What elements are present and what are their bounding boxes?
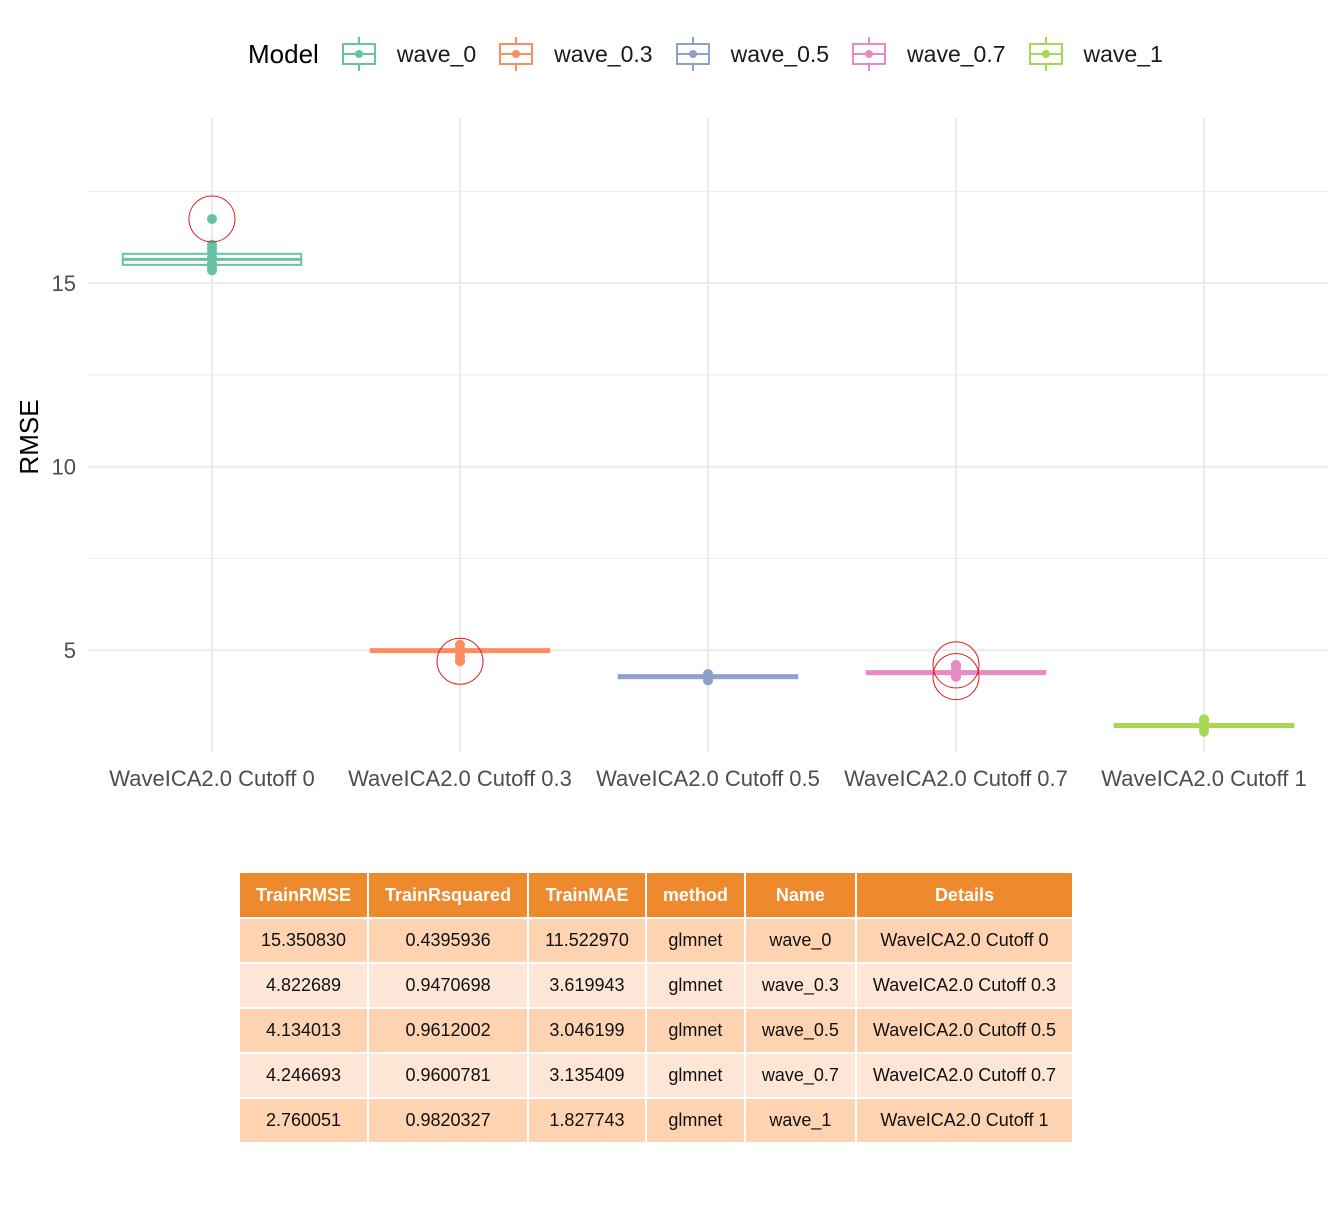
table-cell: wave_0	[743, 917, 857, 964]
table-cell: 4.822689	[237, 962, 370, 1009]
outlier-ring	[436, 637, 484, 685]
legend-key-point	[1041, 50, 1050, 58]
table-cell: 1.827743	[527, 1097, 647, 1144]
table-cell: glmnet	[644, 1007, 746, 1054]
box-wave_1	[1113, 714, 1295, 737]
legend-key	[852, 37, 887, 71]
table-cell: 0.9820327	[367, 1097, 530, 1144]
legend-label: wave_0.3	[554, 40, 653, 67]
table-cell: 0.9600781	[367, 1052, 530, 1099]
box-wave_0	[121, 195, 303, 276]
x-tick-label: WaveICA2.0 Cutoff 0	[109, 766, 314, 791]
y-tick-label: 10	[52, 455, 76, 480]
table-cell: 0.9612002	[367, 1007, 530, 1054]
legend-key	[675, 37, 710, 71]
x-tick-label: WaveICA2.0 Cutoff 0.3	[348, 766, 572, 791]
table-cell: wave_0.5	[743, 1007, 857, 1054]
x-tick-label: WaveICA2.0 Cutoff 0.5	[596, 766, 820, 791]
legend: Model wave_0 wave_0.3 wave_0.5 wave_0.7 wave…	[248, 34, 1185, 74]
legend-items: wave_0 wave_0.3 wave_0.5 wave_0.7 wave_1	[341, 36, 1185, 72]
legend-key	[1028, 37, 1063, 71]
x-axis-ticks: WaveICA2.0 Cutoff 0 WaveICA2.0 Cutoff 0.3…	[109, 766, 1306, 791]
table-cell: glmnet	[644, 1052, 746, 1099]
x-tick-label: WaveICA2.0 Cutoff 0.7	[844, 766, 1068, 791]
table-header-cell: TrainMAE	[527, 871, 647, 919]
table-cell: 3.046199	[527, 1007, 647, 1054]
legend-item-wave_0: wave_0	[341, 36, 476, 72]
legend-label: wave_0	[396, 40, 477, 67]
table-cell: glmnet	[644, 917, 746, 964]
legend-label: wave_0.5	[730, 40, 830, 67]
outlier-point	[951, 659, 961, 670]
box-wave_0.5	[617, 669, 799, 686]
table-cell: 11.522970	[527, 917, 647, 964]
table-header-cell: method	[644, 871, 746, 919]
outlier-point	[951, 671, 961, 682]
box-wave_0.3	[369, 637, 551, 685]
legend-key-point	[688, 50, 697, 58]
table-cell: glmnet	[644, 962, 746, 1009]
data-point	[703, 669, 713, 680]
table-header-row: TrainRMSE TrainRsquared TrainMAE method Name…	[237, 871, 1075, 919]
table-cell: glmnet	[644, 1097, 746, 1144]
legend-key-point	[512, 50, 521, 58]
table-body: 15.350830 0.4395936 11.522970 glmnet wave_0 W…	[237, 917, 1075, 1144]
table-cell: WaveICA2.0 Cutoff 0	[854, 917, 1075, 964]
grid	[88, 118, 1328, 752]
outlier-ring	[932, 653, 980, 701]
summary-table: TrainRMSE TrainRsquared TrainMAE method Name…	[237, 871, 1075, 1144]
legend-item-wave_0.5: wave_0.5	[675, 36, 829, 72]
table-cell: 2.760051	[237, 1097, 370, 1144]
table-header-cell: Name	[743, 871, 857, 919]
y-axis-label: RMSE	[14, 399, 44, 474]
box-wave_0.7	[865, 641, 1047, 701]
table-row: 15.350830 0.4395936 11.522970 glmnet wave_0 W…	[237, 917, 1075, 964]
table-header-cell: TrainRMSE	[237, 871, 370, 919]
table-header-cell: Details	[854, 871, 1075, 919]
outlier-point	[207, 213, 217, 224]
table-cell: wave_0.3	[743, 962, 857, 1009]
legend-title: Model	[248, 38, 319, 69]
table-cell: WaveICA2.0 Cutoff 1	[854, 1097, 1075, 1144]
legend-item-wave_0.3: wave_0.3	[498, 36, 653, 72]
table-cell: 0.4395936	[367, 917, 530, 964]
data-point	[1199, 714, 1209, 725]
table-cell: 4.246693	[237, 1052, 370, 1099]
legend-key	[341, 37, 376, 71]
legend-key	[499, 37, 534, 71]
outlier-point	[455, 656, 465, 667]
table-cell: WaveICA2.0 Cutoff 0.5	[854, 1007, 1075, 1054]
table-header-cell: TrainRsquared	[367, 871, 530, 919]
table-row: 4.134013 0.9612002 3.046199 glmnet wave_0.5 W…	[237, 1007, 1075, 1054]
table-cell: 3.135409	[527, 1052, 647, 1099]
table-cell: 0.9470698	[367, 962, 530, 1009]
outlier-ring	[188, 195, 236, 243]
outlier-ring	[932, 641, 980, 689]
data-point	[455, 639, 465, 650]
y-tick-label: 15	[52, 271, 76, 296]
legend-label: wave_0.7	[907, 40, 1006, 67]
table-cell: 3.619943	[527, 962, 647, 1009]
legend-label: wave_1	[1083, 40, 1163, 67]
boxes	[121, 195, 1295, 737]
y-tick-label: 5	[64, 638, 76, 663]
y-axis-ticks: 5 10 15	[52, 271, 76, 663]
x-tick-label: WaveICA2.0 Cutoff 1	[1101, 766, 1306, 791]
table-row: 2.760051 0.9820327 1.827743 glmnet wave_1 Wav…	[237, 1097, 1075, 1144]
legend-item-wave_0.7: wave_0.7	[851, 36, 1006, 72]
table-cell: 4.134013	[237, 1007, 370, 1054]
table-cell: 15.350830	[237, 917, 370, 964]
table-cell: WaveICA2.0 Cutoff 0.3	[854, 962, 1075, 1009]
table-row: 4.822689 0.9470698 3.619943 glmnet wave_0.3 W…	[237, 962, 1075, 1009]
legend-key-point	[865, 50, 874, 58]
table-row: 4.246693 0.9600781 3.135409 glmnet wave_0.7 W…	[237, 1052, 1075, 1099]
legend-key-point	[354, 50, 363, 58]
table-cell: wave_1	[743, 1097, 857, 1144]
data-point	[207, 239, 217, 250]
table-cell: wave_0.7	[743, 1052, 857, 1099]
legend-item-wave_1: wave_1	[1028, 36, 1163, 72]
table-cell: WaveICA2.0 Cutoff 0.7	[854, 1052, 1075, 1099]
